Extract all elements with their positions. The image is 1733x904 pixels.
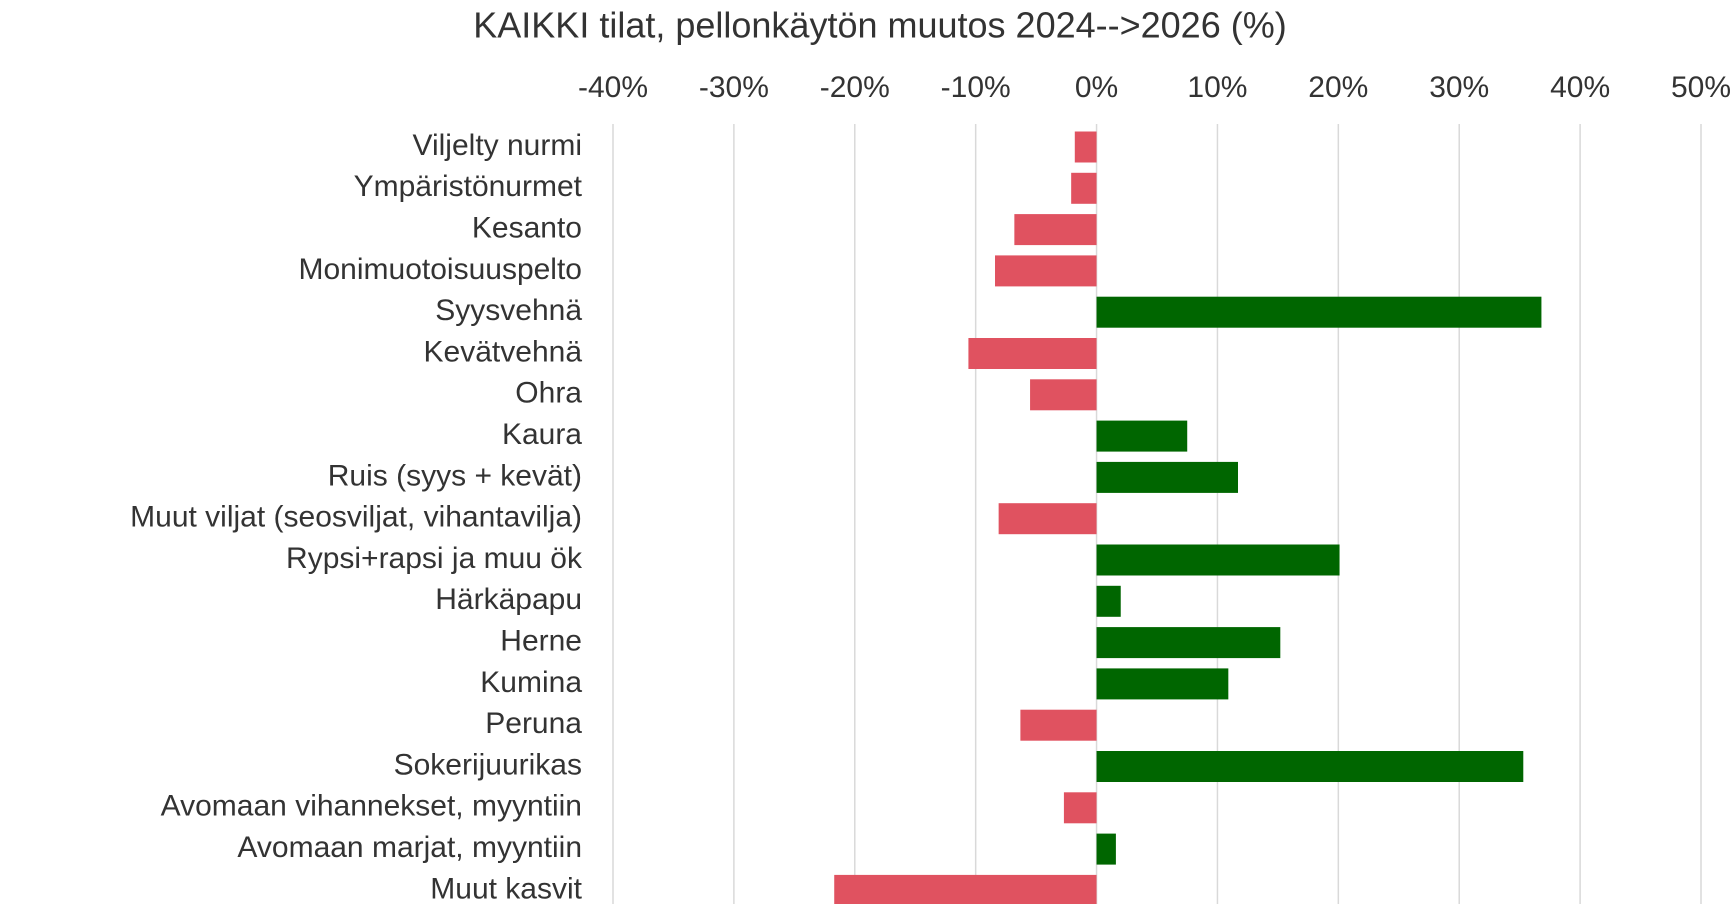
y-tick-label: Kesanto bbox=[472, 212, 582, 245]
y-tick-label: Muut kasvit bbox=[430, 872, 582, 904]
y-tick-label: Ympäristönurmet bbox=[354, 170, 583, 203]
bar bbox=[1063, 792, 1097, 824]
y-tick-label: Kumina bbox=[480, 666, 582, 699]
y-tick-label: Muut viljat (seosviljat, vihantavilja) bbox=[130, 501, 582, 534]
bar bbox=[1096, 585, 1121, 617]
y-tick-label: Avomaan marjat, myyntiin bbox=[237, 831, 582, 864]
x-tick-label: 10% bbox=[1187, 71, 1247, 104]
y-tick-label: Kaura bbox=[502, 418, 582, 451]
bar bbox=[834, 874, 1097, 904]
bar bbox=[1096, 544, 1340, 576]
y-tick-label: Ruis (syys + kevät) bbox=[328, 459, 582, 492]
x-tick-label: -30% bbox=[699, 71, 769, 104]
y-tick-label: Avomaan vihannekset, myyntiin bbox=[161, 790, 582, 823]
bar bbox=[1071, 172, 1097, 204]
bar bbox=[1096, 627, 1281, 659]
x-tick-label: 40% bbox=[1550, 71, 1610, 104]
y-tick-label: Herne bbox=[500, 625, 582, 658]
bar bbox=[1030, 379, 1097, 411]
x-tick-label: 0% bbox=[1075, 71, 1118, 104]
chart-title: KAIKKI tilat, pellonkäytön muutos 2024--… bbox=[473, 5, 1286, 46]
bar bbox=[1074, 131, 1097, 163]
bar bbox=[1096, 420, 1188, 452]
bar bbox=[1096, 461, 1238, 493]
y-tick-label: Rypsi+rapsi ja muu ök bbox=[286, 542, 583, 575]
bar bbox=[968, 338, 1097, 369]
x-tick-label: -40% bbox=[578, 71, 648, 104]
bar bbox=[1096, 296, 1542, 328]
y-tick-label: Peruna bbox=[485, 707, 582, 740]
bar bbox=[1096, 668, 1229, 700]
y-tick-label: Viljelty nurmi bbox=[413, 129, 583, 162]
bar bbox=[1096, 751, 1524, 782]
y-tick-label: Ohra bbox=[515, 377, 582, 410]
y-tick-label: Monimuotoisuuspelto bbox=[299, 253, 583, 286]
x-tick-label: -20% bbox=[820, 71, 890, 104]
bar bbox=[1014, 214, 1097, 246]
y-tick-label: Kevätvehnä bbox=[424, 335, 583, 368]
x-tick-label: -10% bbox=[941, 71, 1011, 104]
y-tick-label: Syysvehnä bbox=[435, 294, 582, 327]
y-tick-label: Härkäpapu bbox=[435, 583, 582, 616]
bar bbox=[995, 255, 1097, 287]
bar bbox=[1020, 709, 1097, 741]
bar bbox=[1096, 833, 1116, 865]
x-tick-label: 50% bbox=[1671, 71, 1731, 104]
bar bbox=[998, 503, 1097, 535]
x-tick-label: 20% bbox=[1308, 71, 1368, 104]
x-tick-label: 30% bbox=[1429, 71, 1489, 104]
y-tick-label: Sokerijuurikas bbox=[394, 748, 582, 781]
